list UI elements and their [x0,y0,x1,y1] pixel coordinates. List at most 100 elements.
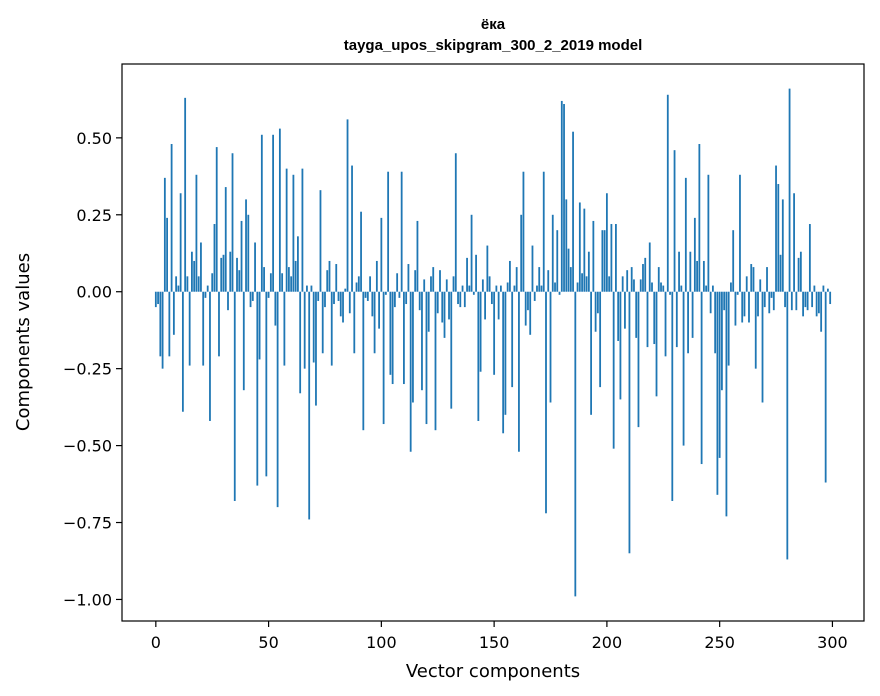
bar [770,291,773,298]
bar [328,260,331,292]
bar [477,291,480,421]
bar [333,291,335,305]
bar [204,291,207,298]
bar [558,291,561,295]
bar [709,291,712,314]
bar [590,291,592,415]
bar [605,193,608,292]
bar [308,291,311,520]
bar [777,184,780,292]
y-tick-label: −0.75 [63,514,112,533]
bar [247,214,250,292]
bar [522,171,525,292]
bar [256,291,259,486]
bar [445,279,448,292]
chart-subtitle: tayga_upos_skipgram_300_2_2019 model [344,37,643,54]
bar [727,291,730,366]
bar [698,144,701,292]
bar [741,291,744,323]
bar [348,291,351,314]
bar [624,291,626,329]
bar [434,291,437,431]
bar [680,285,683,292]
bar [407,264,410,292]
bar [651,282,653,292]
bar [490,291,493,305]
bar [581,273,583,292]
bar [159,291,162,357]
bar [425,291,428,425]
plot-area-frame [121,63,865,622]
bar [278,128,281,292]
bar [355,282,358,292]
bar [793,193,795,292]
bar [524,291,527,326]
y-tick-label: 0.50 [76,129,112,148]
bar [533,291,536,301]
bar [357,276,360,292]
bar [808,224,811,292]
bar [784,291,786,308]
bar [687,291,689,354]
bar [191,251,193,292]
bar [529,291,532,335]
bar [233,291,236,501]
bar [700,291,703,465]
bar [202,291,205,366]
bar [739,174,741,292]
y-tick-label: −1.00 [63,590,112,609]
bar [454,153,457,292]
bar [648,242,651,292]
bar [258,291,261,360]
y-tick-label: −0.50 [63,437,112,456]
bar [666,94,669,292]
bar [393,291,396,308]
bar [432,267,435,292]
bar [384,291,387,295]
bar [245,199,247,292]
bar [240,220,243,292]
bar [815,291,818,317]
bar [297,236,299,292]
bar [596,291,599,314]
bar [488,276,491,292]
bar [594,291,597,332]
bar [168,291,171,357]
bar [283,291,286,366]
bar [457,291,459,305]
bar [813,285,816,292]
bar [527,291,529,311]
bar [671,291,674,501]
bar [565,199,568,292]
bar [312,291,315,363]
bar [274,291,277,326]
bar [163,177,166,292]
y-tick-label: −0.25 [63,360,112,379]
bar [290,276,293,292]
bar [802,291,804,317]
bar [227,291,229,311]
bar [714,291,717,354]
bar [154,291,157,308]
bar [315,291,317,406]
bar [466,257,468,292]
bar [479,291,482,372]
bar [587,251,590,292]
bar [175,276,178,292]
bar [254,242,256,292]
bar [754,291,757,369]
bar [179,193,182,292]
bar [763,291,766,308]
bar [657,267,660,292]
bar [344,288,347,292]
bar [222,254,225,292]
bar [371,291,374,317]
bar [518,291,520,452]
x-tick-label: 100 [366,633,397,652]
bar [569,267,572,292]
bar [542,171,545,292]
bar [463,291,466,308]
chart-title: ёка [481,16,506,33]
bar [166,217,168,292]
